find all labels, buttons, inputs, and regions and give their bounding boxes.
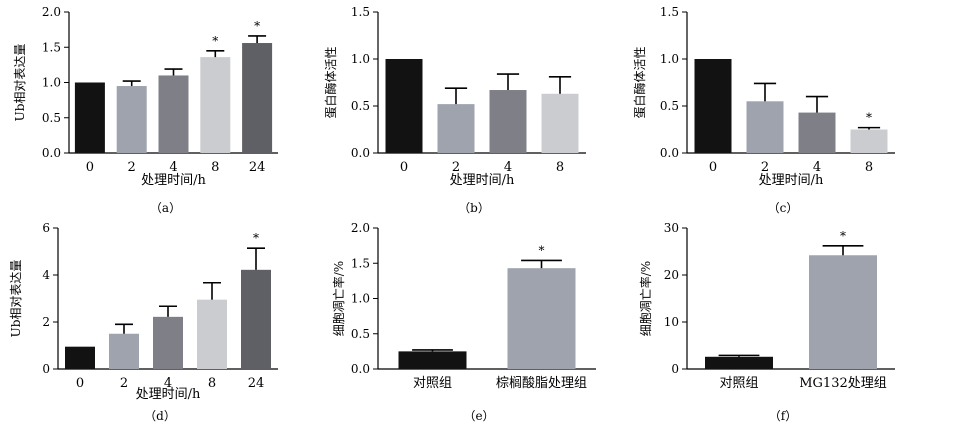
y-axis-label: Ub相对表达量 [9,260,23,338]
chart-panel-5: 0.0 0.5 1.0 1.5 2.0 细胞凋亡率/% 对照组 * 棕榈酸脂处理组 （e） [331,221,596,423]
x-axis-label: 处理时间/h [759,173,824,188]
panel-label: （d） [144,409,176,423]
chart-panel-3: 0.0 0.5 1.0 1.5 蛋白酶体活性 0 2 4 * 8 处理时间/h （c） [632,5,895,215]
significance-marker: * [253,231,259,245]
y-tick-label: 0.0 [351,362,370,376]
bar-1 [398,351,467,369]
significance-marker: * [866,111,872,125]
bar-1 [385,59,423,153]
bar-2 [116,86,147,153]
bar-2 [507,268,576,369]
bar-3 [489,90,527,153]
significance-marker: * [539,243,545,257]
bar-2 [109,333,139,369]
x-tick-label: 8 [556,160,564,175]
y-tick-label: 1.5 [660,5,679,19]
bar-1 [705,356,773,369]
bar-3 [158,75,189,153]
y-tick-label: 0.0 [42,146,61,160]
y-tick-label: 30 [664,221,679,235]
y-tick-label: 2 [42,315,50,329]
y-tick-label: 0.0 [660,146,679,160]
x-tick-label: 0 [76,376,84,391]
x-tick-label: 对照组 [413,376,452,391]
bar-4 [541,93,579,153]
y-tick-label: 20 [664,268,679,282]
x-tick-label: MG132处理组 [799,376,887,391]
panel-label: （f） [769,409,797,423]
bar-5 [241,269,271,369]
y-axis-label: 细胞凋亡率/% [331,261,346,336]
panel-label: （b） [458,201,490,215]
y-axis-label: Ub相对表达量 [13,44,27,122]
y-tick-label: 0.5 [351,99,370,113]
x-tick-label: 2 [452,160,460,175]
y-tick-label: 1.5 [351,256,370,270]
y-tick-label: 10 [664,315,679,329]
x-tick-label: 4 [504,160,512,175]
x-tick-label: 0 [400,160,408,175]
bar-3 [798,112,836,153]
x-tick-label: 4 [813,160,821,175]
bar-2 [809,255,877,369]
x-tick-label: 2 [761,160,769,175]
bar-2 [437,104,475,153]
y-axis-label: 蛋白酶体活性 [632,46,647,118]
x-tick-label: 4 [164,376,172,391]
x-axis-label: 处理时间/h [141,173,206,188]
y-tick-label: 0.0 [351,146,370,160]
x-tick-label: 8 [208,376,216,391]
x-tick-label: 8 [865,160,873,175]
y-tick-label: 1.5 [351,5,370,19]
chart-panel-6: 0 10 20 30 细胞凋亡率/% 对照组 * MG132处理组 （f） [638,221,895,423]
y-tick-label: 0.5 [351,327,370,341]
y-tick-label: 1.0 [351,52,370,66]
bar-1 [694,59,732,153]
y-tick-label: 0 [671,362,679,376]
panel-label: （a） [150,201,181,215]
significance-marker: * [254,19,260,33]
y-tick-label: 1.0 [351,292,370,306]
x-tick-label: 对照组 [719,376,758,391]
significance-marker: * [840,229,846,243]
bar-1 [74,82,105,153]
y-tick-label: 0.5 [660,99,679,113]
bar-2 [746,101,784,153]
bar-4 [200,57,231,154]
y-tick-label: 0 [42,362,50,376]
y-axis-label: 细胞凋亡率/% [638,261,653,336]
y-axis-label: 蛋白酶体活性 [323,46,338,118]
bar-4 [850,129,888,153]
y-tick-label: 1.0 [42,76,61,90]
y-tick-label: 4 [42,268,50,282]
x-tick-label: 0 [86,160,94,175]
y-tick-label: 1.0 [660,52,679,66]
x-tick-label: 24 [249,160,266,175]
panel-label: （c） [768,201,799,215]
bar-3 [153,316,183,369]
y-tick-label: 1.5 [42,40,61,54]
x-tick-label: 棕榈酸脂处理组 [496,376,587,391]
y-tick-label: 2.0 [351,221,370,235]
x-tick-label: 8 [211,160,219,175]
bar-5 [242,43,273,153]
bar-1 [65,346,95,369]
x-tick-label: 4 [169,160,177,175]
y-tick-label: 0.5 [42,111,61,125]
x-tick-label: 2 [128,160,136,175]
chart-panel-2: 0.0 0.5 1.0 1.5 蛋白酶体活性 0 2 4 8 处理时间/h （b） [323,5,586,215]
x-tick-label: 0 [709,160,717,175]
bar-4 [197,299,227,369]
y-tick-label: 2.0 [42,5,61,19]
x-axis-label: 处理时间/h [136,387,201,402]
x-axis-label: 处理时间/h [450,173,515,188]
y-tick-label: 6 [42,221,50,235]
significance-marker: * [212,34,218,48]
x-tick-label: 24 [248,376,265,391]
x-tick-label: 2 [120,376,128,391]
panel-label: （e） [463,409,494,423]
